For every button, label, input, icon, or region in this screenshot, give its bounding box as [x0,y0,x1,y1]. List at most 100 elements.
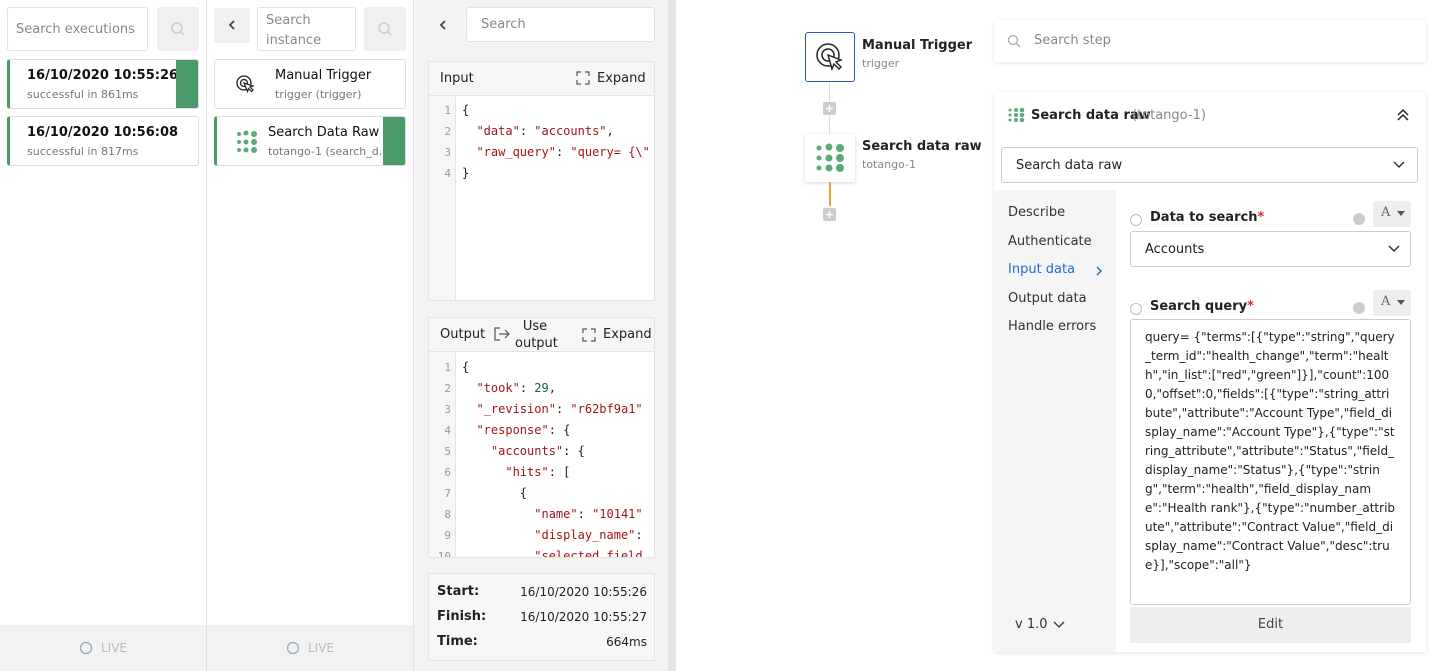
expand-button[interactable]: Expand [603,327,652,342]
live-toggle[interactable]: LIVE [0,625,206,671]
expand-icon[interactable] [582,328,596,342]
code-line: "response": { [476,423,571,437]
line-number: 8 [444,508,451,521]
field-label: Data to search* [1150,210,1264,225]
type-letter: A [1381,294,1391,309]
execution-time: 16/10/2020 10:56:08 [27,125,179,140]
connector [829,182,831,206]
menu-item[interactable]: Input data [1008,262,1076,277]
stats-panel: Start: 16/10/2020 10:55:26 Finish: 16/10/20… [428,573,655,661]
token: "selected_field [534,549,643,558]
search-button[interactable] [157,7,199,51]
search-button[interactable] [364,7,406,51]
node-sub: trigger [862,57,900,70]
token: "accounts" [490,444,564,458]
search-instance[interactable]: Search instance [257,7,356,51]
code-line: "hits": [ [505,465,571,479]
collapse-icon[interactable] [1396,108,1410,122]
token: "display_name" [534,528,636,542]
back-button[interactable] [214,8,250,43]
menu-item[interactable]: Describe [1008,205,1066,220]
line-number: 1 [444,104,451,117]
splitter[interactable] [668,0,676,671]
code-line: "took": 29, [476,381,556,395]
input-panel: Input Expand 1 {2 "data": "accounts", 3 "r… [428,61,655,301]
placeholder: Search executions [16,22,135,37]
code-line: "_revision": "r62bf9a1" [476,402,643,416]
line-number: 4 [444,424,451,437]
stat-label: Start: [437,584,480,599]
type-toggle[interactable]: A [1373,290,1411,316]
search-detail[interactable]: Search [466,7,655,42]
token: "name" [534,507,578,521]
line-number: 2 [444,125,451,138]
execution-item[interactable]: 16/10/2020 10:56:08 successful in 817ms [7,116,199,166]
add-step[interactable] [823,208,836,221]
field-radio[interactable] [1130,303,1142,315]
select-value: Accounts [1145,242,1205,257]
label-text: Data to search [1150,210,1258,225]
line-number: 5 [444,445,451,458]
field-radio[interactable] [1130,214,1142,226]
token: "accounts" [534,124,607,138]
menu-item[interactable]: Authenticate [1008,233,1092,249]
token: "10141" [592,507,643,521]
chevron [1053,621,1065,628]
edit-button[interactable]: Edit [1130,607,1411,643]
action-select[interactable]: Search data raw [1001,147,1418,183]
trigger-node[interactable] [805,32,855,82]
query-textarea[interactable]: query= {"terms":[{"type":"string","query… [1130,319,1411,605]
connector [829,115,830,134]
expand-button[interactable]: Expand [597,71,646,86]
type-letter: A [1381,205,1391,220]
placeholder: Search step [1034,33,1111,48]
execution-item[interactable]: 16/10/2020 10:55:26 successful in 861ms [7,59,199,109]
search-icon [1007,34,1021,48]
required-mark: * [1257,210,1265,225]
type-toggle[interactable]: A [1373,201,1411,227]
connector [829,82,830,102]
gutter [429,96,456,300]
execution-status: successful in 861ms [27,88,139,101]
menu-item[interactable]: Output data [1008,290,1087,306]
stat-label: Finish: [437,609,487,624]
search-executions[interactable]: Search executions [7,7,148,51]
value-select[interactable]: Accounts [1130,231,1411,267]
code-line: "data": "accounts", [476,124,614,138]
use-output-button[interactable]: Use output [515,319,558,351]
chevron [1388,245,1400,253]
use-output-icon[interactable] [494,327,510,341]
instance-item[interactable]: Search Data Raw totango-1 (search_d... [214,116,406,166]
back-icon[interactable] [436,16,450,34]
selected-bar [383,117,405,165]
search-step[interactable]: Search step [994,20,1426,62]
instance-item[interactable]: Manual Trigger trigger (trigger) [214,59,406,109]
help-icon[interactable] [1353,302,1365,314]
line-number: 3 [444,146,451,159]
output-code: 1 {2 "took": 29, 3 "_revision": "r62bf9a1"… [429,352,654,557]
add-step[interactable] [823,102,836,115]
live-label: LIVE [307,641,334,655]
menu-item[interactable]: Handle errors [1008,319,1097,334]
code-line: { [462,486,528,500]
search-node[interactable] [805,134,855,182]
selected-bar [176,60,198,108]
version[interactable]: v 1.0 [1015,617,1048,632]
panel-title: Input [440,71,474,86]
instance-icon [237,130,257,153]
executions-column: Search executions 16/10/2020 10:55:26 suc… [0,0,207,671]
label-text: Search query [1150,299,1248,314]
totango-icon [816,143,844,172]
chevron [1393,161,1405,169]
help-icon[interactable] [1353,213,1365,225]
line-number: 6 [444,466,451,479]
token: "data" [476,124,520,138]
line-number: 9 [444,529,451,542]
live-toggle[interactable]: LIVE [207,625,413,671]
live-icon [79,641,93,655]
instance-icon [236,75,255,94]
line-number: 7 [444,487,451,500]
expand-icon[interactable] [576,71,590,85]
